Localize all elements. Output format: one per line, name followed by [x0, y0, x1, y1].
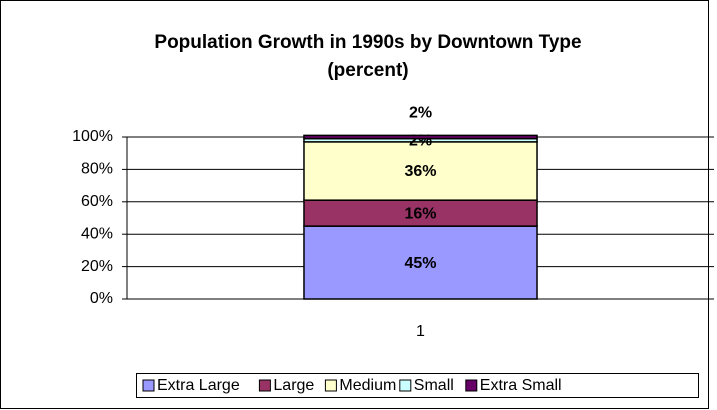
y-tick-label: 0% [90, 290, 113, 307]
y-tick-label: 100% [72, 128, 113, 145]
legend-label: Large [273, 377, 314, 394]
legend-label: Extra Small [480, 377, 562, 394]
legend-label: Medium [339, 377, 396, 394]
legend-swatch [142, 379, 155, 392]
x-tick-label: 1 [416, 323, 425, 340]
legend-label: Small [414, 377, 454, 394]
legend-swatch [465, 379, 478, 392]
y-tick-label: 80% [81, 161, 113, 178]
bar-segment [303, 199, 538, 227]
legend-box [136, 373, 699, 398]
y-tick-label: 40% [81, 225, 113, 242]
bar-segment [303, 141, 538, 201]
y-tick-label: 60% [81, 193, 113, 210]
chart-subtitle: (percent) [327, 60, 408, 81]
legend-swatch [258, 379, 271, 392]
bar-segment [303, 225, 538, 300]
chart-title: Population Growth in 1990s by Downtown T… [154, 32, 581, 53]
data-label: 45% [404, 255, 436, 272]
legend-swatch [399, 379, 412, 392]
data-label: 16% [404, 205, 436, 222]
data-label: 36% [404, 163, 436, 180]
data-label: 2% [409, 105, 432, 122]
y-tick-label: 20% [81, 258, 113, 275]
bar-segment [303, 134, 538, 140]
legend-swatch [324, 379, 337, 392]
legend-label: Extra Large [157, 377, 240, 394]
